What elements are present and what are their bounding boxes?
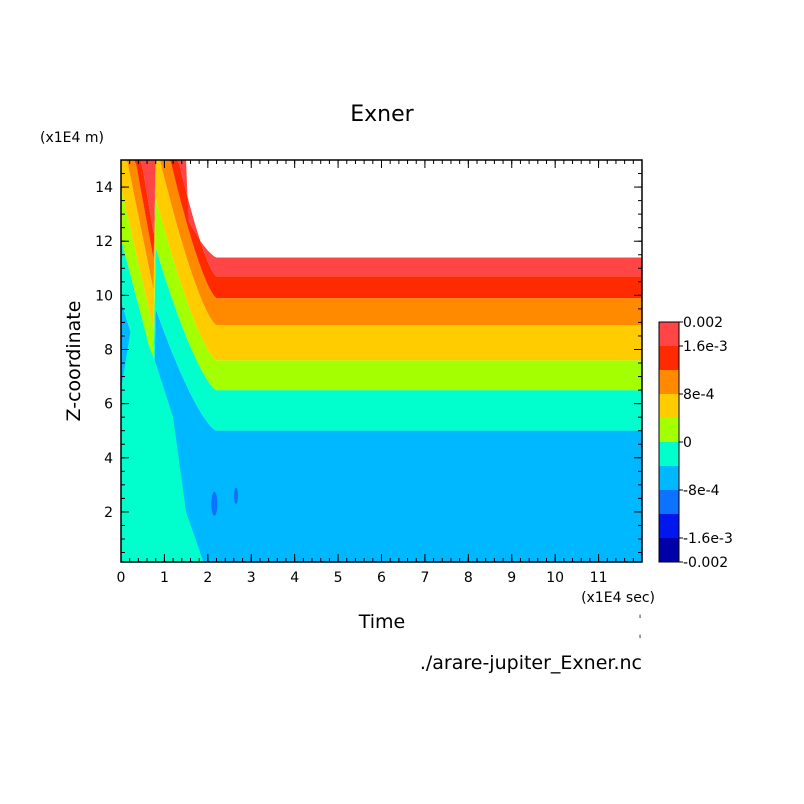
colorbar-segment bbox=[659, 490, 679, 514]
colorbar-segment bbox=[659, 394, 679, 418]
y-tick-label: 8 bbox=[104, 342, 113, 358]
contour-band bbox=[121, 160, 642, 299]
y-axis-title: Z-coordinate bbox=[63, 301, 85, 422]
colorbar-label: 0.002 bbox=[683, 315, 723, 331]
x-tick-label: 5 bbox=[334, 570, 343, 586]
contour-blob bbox=[234, 487, 239, 504]
y-tick-label: 12 bbox=[95, 234, 113, 250]
x-tick-label: 8 bbox=[464, 570, 473, 586]
tick-marks bbox=[120, 160, 643, 562]
colorbar-segment bbox=[659, 418, 679, 442]
contour-band-initial bbox=[121, 308, 204, 562]
colorbar-segment bbox=[659, 466, 679, 490]
contour-band bbox=[121, 160, 642, 277]
note-marker-2: ˈ bbox=[638, 633, 641, 647]
y-tick-label: 6 bbox=[104, 397, 113, 413]
colorbar-segment bbox=[659, 442, 679, 466]
x-tick-label: 1 bbox=[160, 570, 169, 586]
y-tick-label: 2 bbox=[104, 505, 113, 521]
plot-area bbox=[121, 160, 642, 562]
colorbar-label: -1.6e-3 bbox=[683, 531, 733, 547]
x-tick-label: 2 bbox=[203, 570, 212, 586]
x-tick-labels: 0 1 2 3 4 5 6 7 8 9 10 11 bbox=[117, 570, 608, 586]
colorbar-label: 1.6e-3 bbox=[683, 339, 728, 355]
x-tick-label: 10 bbox=[546, 570, 564, 586]
x-tick-label: 11 bbox=[590, 570, 608, 586]
y-tick-label: 14 bbox=[95, 180, 113, 196]
contour-blob bbox=[211, 491, 218, 516]
y-unit-label: (x1E4 m) bbox=[40, 130, 104, 146]
y-tick-labels: 2 4 6 8 10 12 14 bbox=[95, 180, 113, 521]
contour-band bbox=[121, 160, 642, 326]
x-tick-label: 7 bbox=[420, 570, 429, 586]
x-tick-label: 0 bbox=[117, 570, 126, 586]
contour-band bbox=[121, 238, 642, 431]
x-unit-label: (x1E4 sec) bbox=[581, 590, 655, 606]
source-filename: ./arare-jupiter_Exner.nc bbox=[420, 652, 642, 674]
x-axis-title: Time bbox=[358, 611, 406, 633]
colorbar-label: 8e-4 bbox=[683, 387, 715, 403]
colorbar-labels: 0.002 1.6e-3 8e-4 0 -8e-4 -1.6e-3 -0.002 bbox=[683, 315, 733, 571]
colorbar bbox=[658, 321, 683, 563]
x-tick-label: 9 bbox=[507, 570, 516, 586]
colorbar-segment bbox=[659, 538, 679, 562]
colorbar-label: 0 bbox=[683, 435, 692, 451]
x-tick-label: 4 bbox=[290, 570, 299, 586]
x-tick-label: 6 bbox=[377, 570, 386, 586]
colorbar-label: -0.002 bbox=[683, 555, 728, 571]
y-tick-label: 4 bbox=[104, 451, 113, 467]
colorbar-label: -8e-4 bbox=[683, 483, 720, 499]
colorbar-segment bbox=[659, 514, 679, 538]
x-tick-label: 3 bbox=[247, 570, 256, 586]
contour-band bbox=[121, 187, 642, 391]
colorbar-segment bbox=[659, 370, 679, 394]
chart-title: Exner bbox=[350, 102, 414, 127]
note-marker-1: ˈ bbox=[638, 613, 641, 627]
y-tick-label: 10 bbox=[95, 288, 113, 304]
contour-band bbox=[121, 160, 642, 361]
colorbar-segment bbox=[659, 322, 679, 346]
colorbar-segment bbox=[659, 346, 679, 370]
contour-band-lower bbox=[121, 430, 642, 562]
